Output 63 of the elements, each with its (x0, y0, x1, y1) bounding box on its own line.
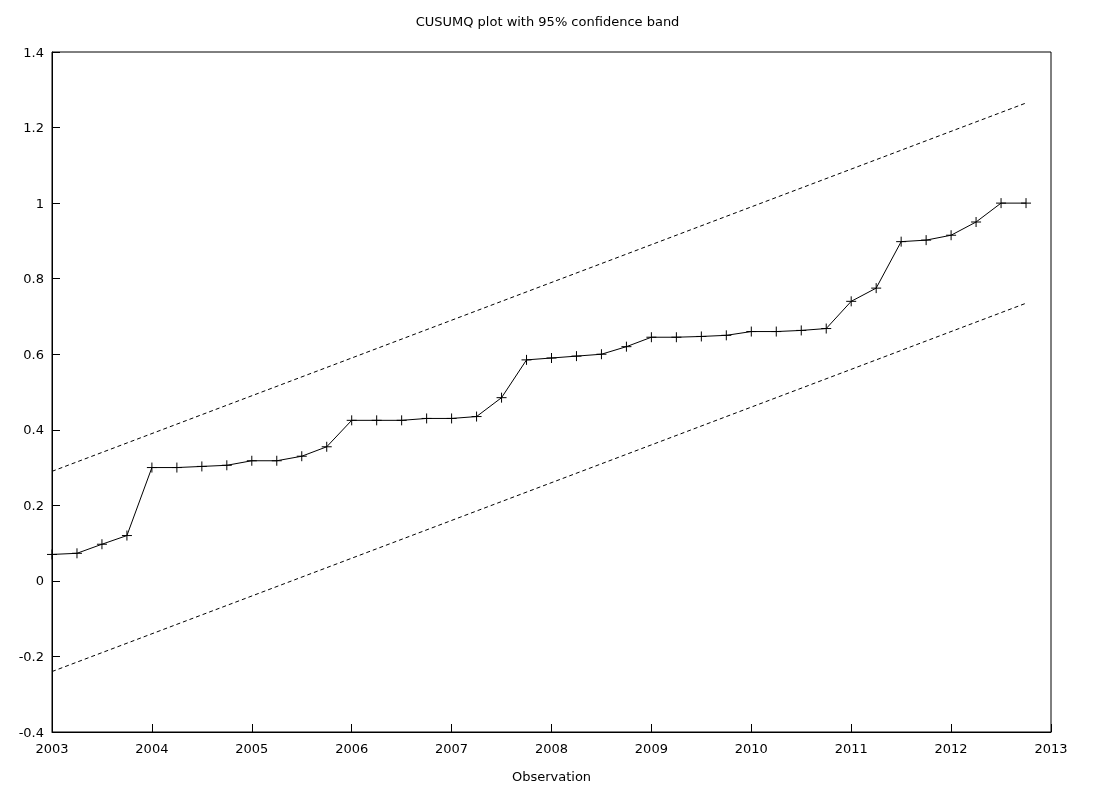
point (920, 234, 932, 246)
point (271, 455, 283, 467)
point (221, 459, 233, 471)
y-tick-label: 1 (35, 195, 44, 211)
point (670, 331, 682, 343)
point (71, 547, 83, 559)
point (895, 236, 907, 248)
x-tick-label: 2008 (534, 741, 569, 756)
point (96, 538, 108, 550)
point (720, 329, 732, 341)
point (446, 412, 458, 424)
point (396, 414, 408, 426)
x-tick-label: 2009 (634, 741, 668, 756)
point (870, 282, 882, 294)
point (1020, 197, 1032, 209)
point (845, 295, 857, 307)
point (770, 326, 782, 338)
point (521, 354, 533, 366)
point (296, 450, 308, 462)
x-tick-label: 2006 (335, 741, 369, 756)
y-tick-label: -0.4 (18, 724, 44, 740)
point (496, 392, 508, 404)
x-axis-title: Observation (511, 769, 592, 784)
x-tick-label: 2012 (934, 741, 968, 756)
x-tick-label: 2013 (1034, 741, 1068, 756)
y-tick-label: 0 (35, 573, 44, 589)
y-tick-label: 0.6 (23, 346, 44, 362)
point (695, 330, 707, 342)
point (146, 462, 158, 474)
x-tick-label: 2004 (135, 741, 169, 756)
point (321, 441, 333, 453)
point (995, 197, 1007, 209)
point (121, 530, 133, 542)
x-tick-label: 2005 (235, 741, 269, 756)
y-tick-label: 1.2 (23, 120, 44, 136)
point (546, 352, 557, 364)
y-tick-label: 0.8 (23, 271, 44, 287)
chart-title: CUSUMQ plot with 95% confidence band (415, 14, 680, 29)
point (570, 350, 582, 362)
point (421, 412, 433, 424)
point (246, 455, 258, 467)
point (196, 460, 208, 472)
point (371, 414, 383, 426)
point (795, 324, 807, 336)
point (820, 323, 832, 335)
point (46, 548, 58, 560)
point (471, 411, 483, 423)
point (620, 341, 632, 353)
y-tick-label: 0.4 (23, 422, 44, 438)
point (745, 326, 757, 338)
point (346, 414, 358, 426)
y-tick-label: 1.4 (23, 44, 44, 60)
point (595, 348, 607, 360)
point (970, 216, 982, 228)
y-tick-label: -0.2 (18, 648, 44, 664)
y-tick-label: 0.2 (23, 497, 44, 513)
x-tick-label: 2011 (834, 741, 868, 756)
x-tick-label: 2003 (35, 741, 69, 756)
point (645, 331, 657, 343)
x-tick-label: 2007 (435, 741, 469, 756)
point (171, 462, 183, 474)
x-tick-label: 2010 (734, 741, 768, 756)
point (945, 229, 957, 241)
